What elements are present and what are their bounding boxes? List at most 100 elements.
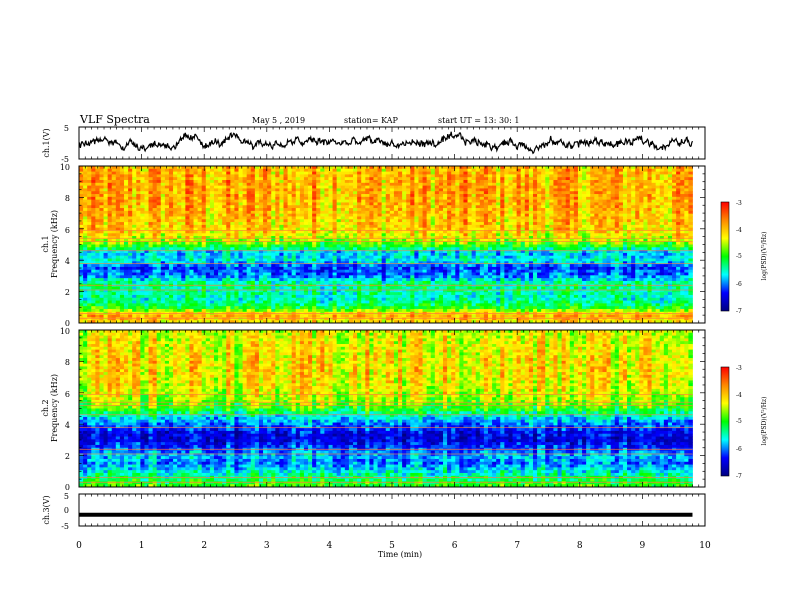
- spec1-cell: [213, 168, 219, 172]
- spec1-cell: [451, 194, 456, 198]
- spec1-cell: [332, 168, 338, 172]
- spec1-cell: [213, 191, 219, 195]
- spec1-cell: [83, 171, 88, 175]
- spec1-cell: [475, 250, 481, 254]
- spec1-cell: [684, 250, 689, 254]
- spec1-cell: [95, 168, 100, 172]
- spec1-cell: [99, 227, 104, 231]
- spec1-cell: [213, 174, 219, 178]
- spec1-cell: [303, 199, 309, 203]
- spec1-cell: [541, 222, 546, 226]
- spec1-cell: [79, 250, 84, 254]
- spec1-cell: [463, 255, 468, 259]
- spec1-cell: [332, 236, 338, 240]
- spec1-cell: [79, 171, 84, 175]
- spec1-cell: [201, 202, 207, 206]
- spec1-cell: [271, 168, 276, 172]
- spec1-cell: [164, 241, 170, 245]
- spec1-cell: [222, 238, 227, 243]
- spec1-cell: [348, 208, 354, 212]
- spec1-cell: [610, 174, 616, 178]
- spec1-cell: [496, 202, 501, 206]
- spec1-cell: [173, 188, 178, 192]
- spec1-cell: [222, 182, 227, 187]
- spec1-cell: [246, 227, 252, 231]
- spec1-cell: [610, 224, 616, 229]
- spec1-cell: [422, 250, 428, 254]
- spec1-cell: [483, 196, 489, 201]
- spec1-cell: [373, 174, 378, 178]
- spec1-cell: [479, 177, 485, 181]
- spec1-cell: [443, 230, 448, 234]
- spec1-cell: [631, 208, 636, 212]
- spec1-cell: [99, 194, 104, 198]
- spec1-cell: [218, 244, 223, 248]
- spec1-cell: [508, 177, 513, 181]
- spec1-cell: [91, 247, 96, 251]
- spec1-cell: [618, 177, 624, 181]
- spec1-cell: [500, 188, 505, 192]
- spec1-cell: [492, 252, 497, 257]
- spec1-cell: [451, 224, 456, 229]
- spec1-cell: [87, 258, 92, 262]
- spec1-cell: [483, 222, 489, 226]
- spec1-cell: [508, 236, 513, 240]
- spec1-cell: [659, 185, 665, 189]
- spec1-cell: [238, 210, 243, 215]
- spec1-cell: [119, 216, 125, 220]
- spec1-cell: [520, 222, 526, 226]
- spec1-cell: [516, 224, 522, 229]
- spec1-cell: [295, 252, 301, 257]
- spec1-cell: [177, 174, 182, 178]
- spec1-cell: [541, 194, 546, 198]
- spec1-cell: [320, 219, 325, 223]
- spec1-cell: [422, 238, 428, 243]
- spec1-cell: [238, 252, 243, 257]
- spec1-cell: [230, 238, 235, 243]
- spec1-cell: [398, 191, 403, 195]
- spec1-cell: [614, 213, 620, 217]
- spec1-cell: [201, 238, 207, 243]
- spec1-cell: [271, 180, 276, 184]
- spec1-cell: [520, 208, 526, 212]
- spec1-cell: [688, 166, 693, 170]
- spec1-cell: [545, 233, 550, 237]
- spec1-cell: [418, 171, 423, 175]
- spec1-cell: [414, 188, 419, 192]
- spec1-cell: [299, 244, 305, 248]
- spec1-cell: [328, 241, 333, 245]
- spec1-cell: [177, 177, 182, 181]
- spec1-cell: [123, 252, 129, 257]
- spec1-cell: [173, 196, 178, 201]
- spec1-cell: [91, 255, 96, 259]
- spec1-cell: [181, 188, 186, 192]
- spec1-cell: [353, 216, 358, 220]
- spec1-cell: [201, 224, 207, 229]
- spec1-cell: [606, 227, 612, 231]
- spec1-cell: [132, 230, 137, 234]
- spec1-cell: [487, 219, 493, 223]
- spec1-cell: [91, 222, 96, 226]
- spec1-cell: [324, 196, 329, 201]
- spec1-cell: [365, 236, 370, 240]
- spec1-cell: [688, 191, 693, 195]
- spec1-cell: [520, 230, 526, 234]
- spec1-cell: [586, 238, 591, 243]
- spec1-cell: [209, 258, 215, 262]
- spec1-cell: [553, 230, 558, 234]
- spec1-cell: [328, 174, 333, 178]
- spec1-cell: [422, 208, 428, 212]
- spec1-cell: [83, 210, 88, 215]
- spec1-cell: [324, 210, 329, 215]
- spec1-cell: [164, 202, 170, 206]
- spec1-cell: [267, 222, 272, 226]
- spec1-cell: [87, 171, 92, 175]
- spec1-cell: [467, 194, 473, 198]
- spec1-cell: [667, 224, 673, 229]
- spec1-cell: [275, 255, 280, 259]
- spec1-cell: [561, 233, 567, 237]
- spec1-cell: [438, 238, 444, 243]
- spec1-cell: [410, 227, 415, 231]
- spec1-cell: [230, 210, 235, 215]
- spec1-cell: [115, 224, 121, 229]
